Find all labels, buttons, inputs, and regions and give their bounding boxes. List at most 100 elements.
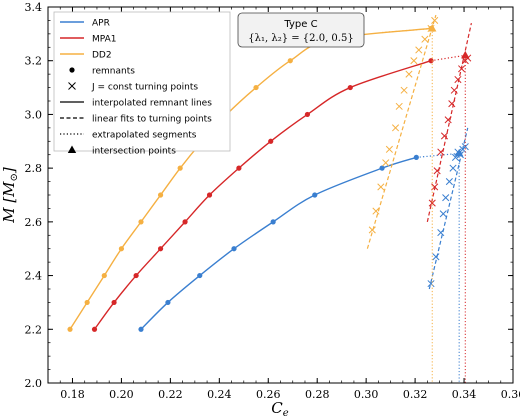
turning-point-marker — [458, 65, 466, 73]
remnant-point — [231, 246, 237, 252]
remnant-point — [165, 299, 171, 306]
turning-point-marker — [437, 229, 445, 237]
turning-point-marker — [410, 57, 418, 65]
x-tick-label: 0.36 — [501, 388, 520, 401]
remnant-point — [379, 165, 385, 171]
legend-label: intersection points — [92, 147, 176, 157]
y-tick-label: 2.8 — [25, 162, 43, 175]
remnant-point — [67, 326, 73, 332]
legend-label: MPA1 — [92, 35, 117, 45]
y-tick-label: 3.2 — [25, 55, 43, 68]
turning-point-marker — [421, 35, 429, 43]
remnant-point — [428, 58, 434, 64]
annotation-title: Type C — [283, 19, 317, 30]
series-apr — [138, 127, 469, 383]
remnant-point — [253, 84, 259, 91]
turning-point-marker — [445, 178, 453, 186]
annotation-params: {λ₁, λ₂} = {2.0, 0.5} — [248, 33, 353, 44]
legend-box — [53, 11, 231, 152]
y-tick-label: 2.6 — [25, 216, 43, 229]
legend-entry-intersection-points: intersection points — [67, 145, 176, 157]
remnant-point — [138, 326, 144, 332]
turning-point-marker — [382, 159, 390, 167]
intersection-point — [454, 148, 464, 157]
remnant-point — [206, 192, 213, 198]
turning-point-marker — [400, 86, 408, 94]
remnant-point — [197, 272, 203, 279]
legend-label: linear fits to turning points — [92, 115, 212, 125]
legend-label: extrapolated segments — [92, 131, 197, 141]
legend-label: remnants — [92, 67, 135, 77]
legend-entry-mpa1: MPA1 — [60, 35, 117, 45]
x-tick-label: 0.20 — [109, 388, 134, 401]
remnant-point — [347, 84, 353, 91]
legend: APR MPA1 DD2 remnants J = const turning poin… — [53, 11, 231, 157]
series-mpa1 — [91, 22, 472, 383]
x-tick-label: 0.28 — [305, 388, 330, 401]
legend-label: APR — [92, 19, 110, 29]
y-tick-label: 2.2 — [25, 323, 43, 336]
turning-point-marker — [433, 167, 441, 175]
turning-point-marker — [415, 46, 423, 54]
annotation-frame — [237, 12, 365, 48]
legend-entry-dd2: DD2 — [60, 51, 112, 61]
turning-point-marker — [428, 199, 436, 207]
legend-entry-remnants: remnants — [69, 67, 135, 77]
legend-entry-interpolated-remnant-lines: interpolated remnant lines — [60, 99, 212, 109]
turning-point-marker — [450, 86, 458, 94]
y-axis-title: M [M⊙] — [0, 167, 20, 224]
x-tick-label: 0.18 — [60, 388, 85, 401]
x-tick-label: 0.30 — [354, 388, 379, 401]
intersection-point — [461, 50, 470, 59]
turning-point-marker — [377, 183, 385, 191]
turning-point-marker — [437, 148, 445, 156]
remnant-point — [270, 219, 276, 225]
legend-triangle-symbol — [67, 145, 77, 153]
turning-point-marker — [444, 116, 452, 124]
remnant-point — [84, 299, 90, 306]
turning-point-fit-line — [366, 14, 437, 249]
turning-point-marker — [427, 280, 435, 288]
remnant-point — [177, 165, 183, 171]
remnant-point — [312, 192, 318, 198]
x-axis: 0.18 0.20 0.22 0.24 0.26 0.28 0.30 0.32 0.34 0.36 — [47, 7, 520, 401]
remnant-point — [133, 272, 139, 279]
remnant-point — [304, 111, 311, 118]
legend-dot-symbol — [69, 67, 75, 73]
turning-point-fit-line — [428, 127, 469, 290]
turning-point-marker — [461, 143, 469, 151]
turning-point-marker — [431, 16, 439, 24]
remnant-point — [236, 165, 242, 171]
x-tick-label: 0.26 — [256, 388, 281, 401]
y-tick-label: 2.0 — [25, 377, 43, 390]
remnant-point — [157, 192, 164, 198]
legend-label: J = const turning points — [91, 83, 198, 93]
remnant-point — [157, 246, 164, 252]
turning-point-marker — [405, 70, 413, 78]
remnant-point — [138, 219, 144, 225]
extrapolated-segment — [416, 152, 460, 158]
remnant-point — [118, 246, 125, 252]
turning-point-marker — [454, 75, 462, 84]
remnant-curve — [140, 156, 417, 330]
turning-point-marker — [368, 226, 376, 234]
remnant-point — [111, 299, 117, 306]
legend-entry-apr: APR — [60, 19, 110, 29]
x-tick-label: 0.34 — [452, 388, 477, 401]
turning-point-marker — [448, 100, 456, 108]
turning-point-marker — [432, 253, 440, 261]
x-tick-label: 0.32 — [403, 388, 428, 401]
remnant-point — [287, 58, 293, 64]
turning-point-marker — [440, 132, 449, 140]
legend-entry-linear-fits-to-turning-points: linear fits to turning points — [60, 115, 212, 125]
remnant-point — [91, 326, 98, 332]
extrapolated-segment — [430, 54, 466, 62]
legend-cross-symbol — [68, 82, 76, 90]
y-axis: 2.0 2.2 2.4 2.6 2.8 3.0 3.2 3.4 — [25, 1, 513, 390]
legend-entries: APR MPA1 DD2 remnants J = const turning poin… — [60, 19, 212, 157]
remnant-point — [268, 138, 274, 144]
y-tick-label: 2.4 — [25, 270, 43, 283]
remnant-point — [101, 272, 107, 279]
legend-entry-j-const-turning-points: J = const turning points — [68, 82, 198, 93]
